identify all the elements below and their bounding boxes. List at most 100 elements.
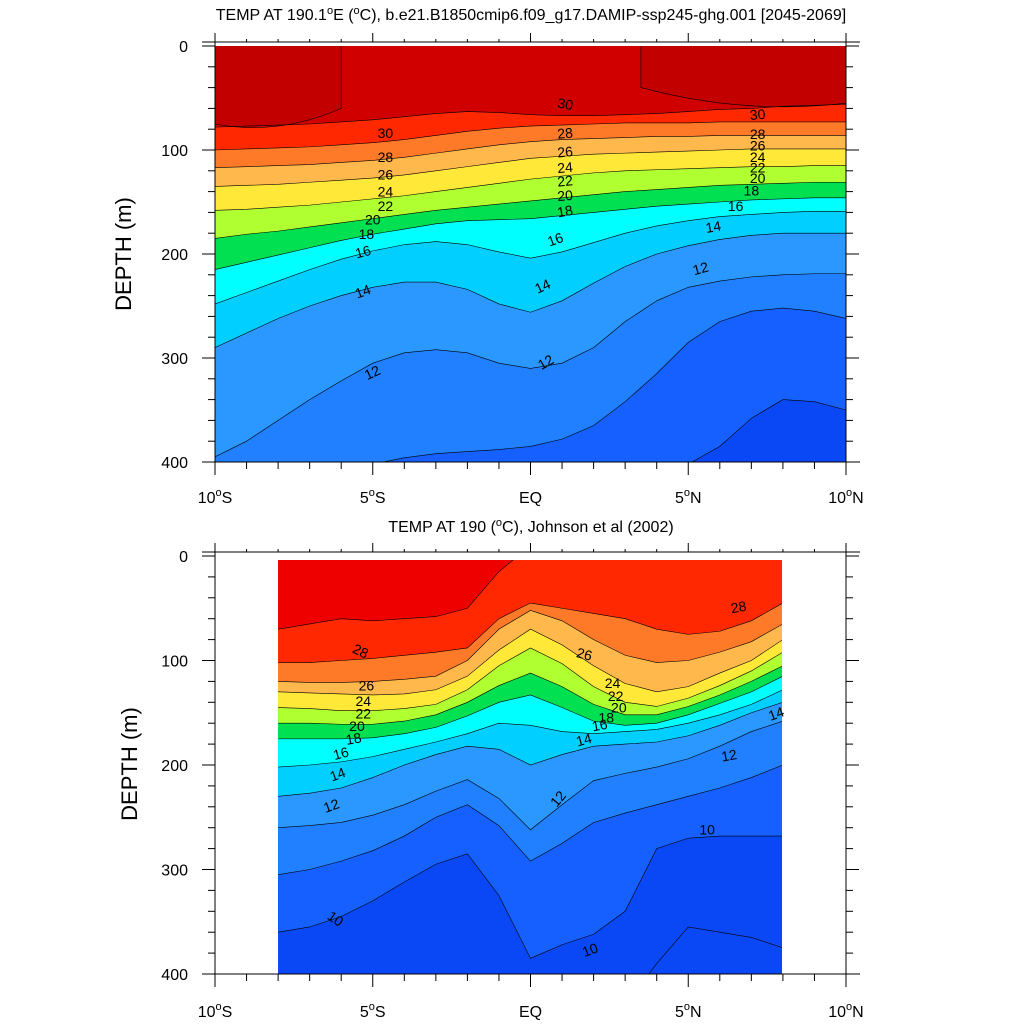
contour-label-28: 28 [557,124,574,141]
isotherm-line-10 [691,399,846,462]
contour-label-12: 12 [691,259,710,279]
isotherm-line-12 [215,273,846,458]
contour-label-14: 14 [532,275,553,296]
y-tick-label: 300 [161,351,188,368]
contour-label-20: 20 [349,718,365,734]
contour-label-16: 16 [331,744,350,764]
isotherm-line-24 [215,148,846,187]
x-tick-label: EQ [519,490,542,507]
contour-label-30: 30 [749,106,766,123]
isotherm-line-14 [215,232,846,348]
contour-label-22: 22 [557,172,574,189]
contour-label-28: 28 [729,598,747,616]
isotherm-line-20 [215,181,846,239]
isotherm-line-10 [278,835,782,959]
isotherm-line-11 [278,765,782,876]
contour-label-12: 12 [362,362,383,383]
bottom-panel-title: TEMP AT 190 (oC), Johnson et al (2002) [388,517,673,536]
bottom-panel-ylabel: DEPTH (m) [117,707,142,821]
x-tick-label: 5oS [360,487,386,507]
y-tick-label: 200 [161,758,188,775]
y-tick-label: 200 [161,247,188,264]
contour-label-26: 26 [575,644,594,664]
y-tick-label: 0 [179,39,188,56]
isotherm-line-9 [648,926,782,974]
contour-label-14: 14 [704,217,722,235]
y-tick-label: 0 [179,549,188,566]
y-tick-label: 100 [161,654,188,671]
isotherm-line-18 [215,197,846,270]
y-tick-label: 100 [161,143,188,160]
isotherm-line-12 [278,721,782,831]
x-tick-label: 5oN [675,487,702,507]
contour-label-18: 18 [359,226,375,242]
contour-label-28: 28 [350,640,371,661]
contour-label-24: 24 [355,693,371,709]
contour-label-14: 14 [328,764,348,784]
isotherm-line-28 [278,602,782,663]
isotherm-line-22 [215,165,846,211]
x-tick-label: 5oN [675,1001,702,1021]
isotherm-line-24 [278,628,782,696]
contour-label-18: 18 [744,182,760,198]
x-tick-label: EQ [519,1004,542,1021]
contour-label-14: 14 [574,730,593,750]
y-tick-label: 400 [161,455,188,472]
contour-label-30: 30 [556,95,574,113]
contour-label-18: 18 [345,729,363,747]
contour-label-16: 16 [728,198,744,214]
x-tick-label: 5oS [360,1001,386,1021]
isotherm-line-26 [215,135,846,168]
isotherm-band-29 [278,560,514,630]
isotherm-line-30 [215,103,846,128]
contour-label-14: 14 [353,281,373,301]
contour-label-18: 18 [598,710,614,726]
bottom-panel-plot-area: 2826242220181614121026242220181614121028… [278,560,786,974]
contour-label-26: 26 [557,143,574,160]
top-panel-axes: 0 100 200 300 400 10oS 5oS EQ 5oN 10oN [161,33,864,507]
x-tick-label: 10oN [828,1001,863,1021]
contour-label-20: 20 [365,211,381,227]
top-panel-title: TEMP AT 190.1oE (oC), b.e21.B1850cmip6.f… [216,5,846,24]
top-panel-ylabel: DEPTH (m) [111,197,136,311]
isotherm-line-16 [215,211,846,305]
warm-core-31-1 [640,46,846,108]
contour-label-24: 24 [750,149,766,165]
isotherm-line-29 [278,560,514,630]
contour-label-24: 24 [557,159,574,176]
contour-label-26: 26 [359,677,375,693]
contour-label-28: 28 [378,149,394,165]
contour-label-16: 16 [545,229,565,249]
contour-label-16: 16 [353,242,372,262]
contour-label-10: 10 [580,940,600,960]
contour-label-20: 20 [611,699,627,715]
isotherm-line-20 [278,665,782,725]
top-panel-plot-area: 3028262422201816141230282624222018161412… [215,46,846,462]
x-tick-label: 10oS [198,487,233,507]
contour-label-10: 10 [699,822,715,838]
contour-label-26: 26 [378,167,394,183]
contour-label-22: 22 [750,159,766,175]
contour-label-24: 24 [605,675,621,691]
contour-label-14: 14 [766,703,786,723]
bottom-panel-axes: 0 100 200 300 400 10oS 5oS EQ 5oN 10oN [161,543,864,1021]
contour-label-22: 22 [378,198,394,214]
isotherm-line-16 [278,689,782,768]
contour-label-30: 30 [378,125,394,141]
isotherm-line-11 [381,307,846,462]
contour-label-20: 20 [557,187,574,204]
contour-label-26: 26 [750,138,766,154]
isotherm-line-26 [278,610,782,683]
isotherm-line-14 [278,702,782,797]
contour-label-22: 22 [608,688,624,704]
isotherm-line-18 [278,676,782,740]
y-tick-label: 400 [161,967,188,984]
y-tick-label: 300 [161,863,188,880]
top-contour-panel: TEMP AT 190.1oE (oC), b.e21.B1850cmip6.f… [111,5,864,507]
contour-label-12: 12 [720,746,738,764]
contour-label-12: 12 [321,795,341,815]
x-tick-label: 10oN [828,487,863,507]
contour-label-28: 28 [750,126,766,142]
contour-label-22: 22 [355,706,371,722]
